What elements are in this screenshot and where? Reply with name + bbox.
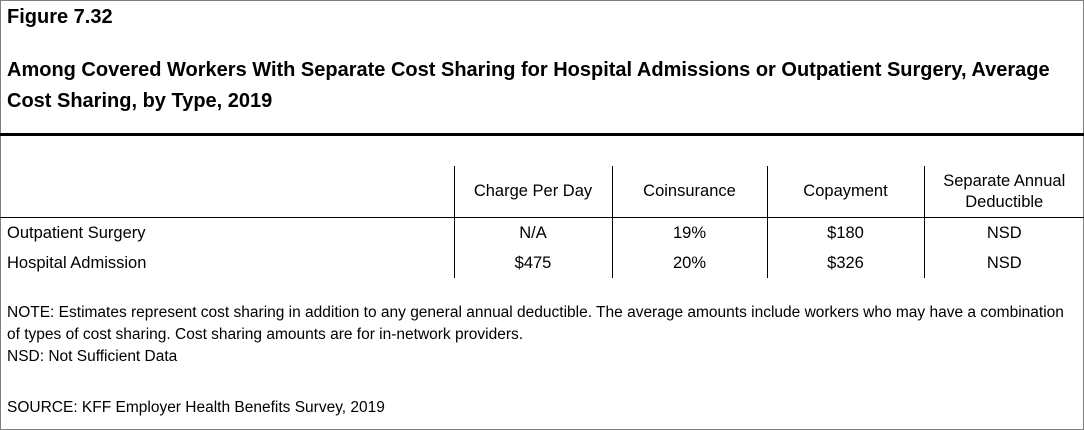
column-header-empty	[0, 166, 454, 218]
figure-title: Among Covered Workers With Separate Cost…	[7, 59, 1050, 112]
table-row: Hospital Admission $475 20% $326 NSD	[0, 248, 1084, 278]
table-header-row: Charge Per Day Coinsurance Copayment Sep…	[0, 166, 1084, 218]
column-header-charge-per-day: Charge Per Day	[453, 166, 612, 218]
column-header-coinsurance: Coinsurance	[611, 166, 767, 218]
table-cell: $475	[453, 248, 612, 278]
column-header-separate-annual-deductible: Separate Annual Deductible	[923, 166, 1084, 218]
table-cell: 19%	[611, 217, 767, 248]
table-cell: $180	[766, 217, 924, 248]
column-header-copayment: Copayment	[766, 166, 924, 218]
nsd-definition: NSD: Not Sufficient Data	[7, 348, 178, 365]
source-text: SOURCE: KFF Employer Health Benefits Sur…	[7, 399, 385, 416]
title-divider	[0, 133, 1084, 136]
notes-block: NOTE: Estimates represent cost sharing i…	[7, 302, 1077, 368]
table-cell: $326	[766, 248, 924, 278]
note-text: NOTE: Estimates represent cost sharing i…	[7, 304, 1064, 343]
figure-number: Figure 7.32	[7, 6, 113, 28]
table-cell: NSD	[923, 248, 1084, 278]
table-cell: 20%	[611, 248, 767, 278]
cost-sharing-table: Charge Per Day Coinsurance Copayment Sep…	[0, 166, 1084, 278]
table-cell: N/A	[453, 217, 612, 248]
row-label: Outpatient Surgery	[7, 223, 146, 242]
table-row: Outpatient Surgery N/A 19% $180 NSD	[0, 217, 1084, 248]
row-label: Hospital Admission	[7, 253, 147, 272]
table-cell: NSD	[923, 217, 1084, 248]
